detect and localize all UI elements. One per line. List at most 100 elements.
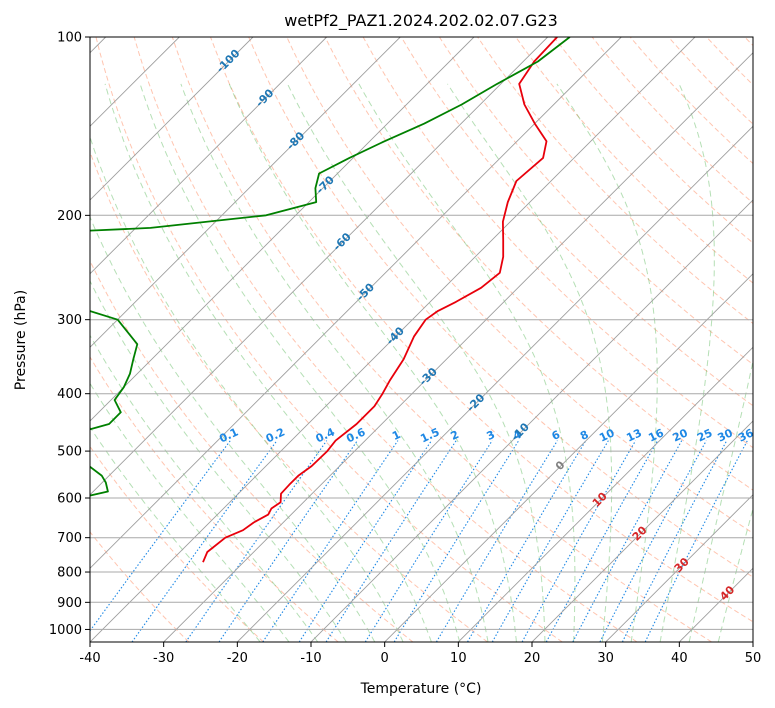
moist-adiabat [287,83,546,642]
moist-adiabat [659,83,715,642]
dry-adiabat [90,355,339,642]
x-tick-label: -40 [79,651,100,666]
chart-title: wetPf2_PAZ1.2024.202.02.07.G23 [284,11,558,31]
axes: -40 -30 -20 -10 0 10 20 30 40 50 100 200 300 400 500 60… [49,31,761,667]
isotherm-line [90,37,622,569]
mixing-ratio-line [185,440,328,642]
dry-adiabat [210,37,753,623]
mixing-ratio-label: 13 [624,426,643,444]
plot-frame [89,36,754,643]
y-tick-label: 100 [57,31,82,46]
x-tick-label: -20 [227,651,248,666]
dry-adiabat [553,37,753,244]
isotherm-line [236,125,753,642]
moist-adiabat [90,382,290,642]
isotherm-line [163,52,753,642]
isotherms [90,37,753,642]
moist-adiabat [688,358,753,642]
isotherm-line [90,37,401,348]
isotherm-line [531,420,753,642]
y-tick-label: 200 [57,209,82,224]
y-tick-label: 900 [57,596,82,611]
moist-adiabat [447,83,613,642]
mixing-ratio-line [621,440,728,642]
dry-adiabat [400,37,753,407]
dry-adiabat [90,150,488,642]
mixing-ratio-line [467,440,587,642]
mixing-ratio-label: 25 [695,426,714,444]
mixing-ratio-line [491,440,609,642]
x-tick-label: 50 [745,651,762,666]
x-tick-label: 30 [597,651,614,666]
moist-adiabat [90,334,319,642]
isotherm-line [457,346,753,642]
mixing-ratio-lines [90,440,748,642]
y-tick-label: 700 [57,531,82,546]
mixing-ratio-label: 16 [646,426,666,444]
moist-adiabats [90,83,753,642]
dry-adiabat [171,37,712,642]
isotherm-line [605,494,753,642]
mixing-ratio-label: 20 [671,426,691,444]
isotherm-line [90,37,328,275]
y-axis-title: Pressure (hPa) [13,290,29,390]
dry-adiabat [90,259,414,642]
dry-adiabat [438,37,753,365]
x-tick-label: -30 [153,651,174,666]
moist-adiabat [90,279,347,642]
moist-adiabat [90,215,376,642]
moist-adiabat [358,83,576,642]
dry-adiabat [133,37,638,642]
moist-adiabat [90,135,404,642]
y-tick-label: 1000 [49,623,82,638]
dry-adiabat [286,37,753,534]
mixing-ratio-line [131,440,278,642]
isotherm-line [90,37,475,422]
y-tick-label: 400 [57,387,82,402]
mixing-ratio-line [218,440,358,642]
isotherm-line [90,37,696,642]
moist-adiabat [556,83,658,642]
dry-adiabat [90,531,190,642]
x-tick-label: 0 [381,651,389,666]
mixing-ratio-line [364,440,493,642]
dry-adiabat [248,37,753,578]
y-tick-label: 500 [57,445,82,460]
x-tick-label: -10 [300,651,321,666]
mixing-ratio-line [435,440,558,642]
isotherm-line [90,37,254,201]
y-tick-label: 300 [57,313,82,328]
moist-adiabat [104,83,432,642]
moist-adiabat [717,506,753,642]
mixing-ratio-label: 30 [716,426,736,444]
x-tick-label: 10 [450,651,467,666]
sounding-profiles [90,37,571,563]
dry-adiabat [95,37,563,642]
moist-adiabat [139,83,461,642]
x-tick-label: 40 [671,651,688,666]
mixing-ratio-line [644,440,748,642]
mixing-ratio-line [393,440,520,642]
dewpoint-profile [90,37,571,497]
isotherm-line [384,273,753,642]
x-tick-label: 20 [524,651,541,666]
mixing-ratio-line [325,440,457,642]
y-tick-label: 600 [57,492,82,507]
isotherm-line [90,37,549,496]
dry-adiabat [324,37,753,491]
isotherm-line [310,199,753,642]
mixing-ratio-label: 36 [736,426,756,444]
temperature-profile [202,37,558,563]
mixing-ratio-line [599,440,707,642]
dry-adiabat [591,37,753,204]
moist-adiabat [90,426,261,642]
mixing-ratio-label: 10 [597,426,617,444]
x-axis-title: Temperature (°C) [360,681,482,697]
y-tick-label: 800 [57,566,82,581]
plot-area: 0.1 0.2 0.4 0.6 1 1.5 2 3 4 6 8 10 13 16 20 25 30 36-100-… [90,37,756,642]
dry-adiabat [477,37,753,325]
moist-adiabat [228,83,517,642]
pressure-gridlines [90,37,753,630]
